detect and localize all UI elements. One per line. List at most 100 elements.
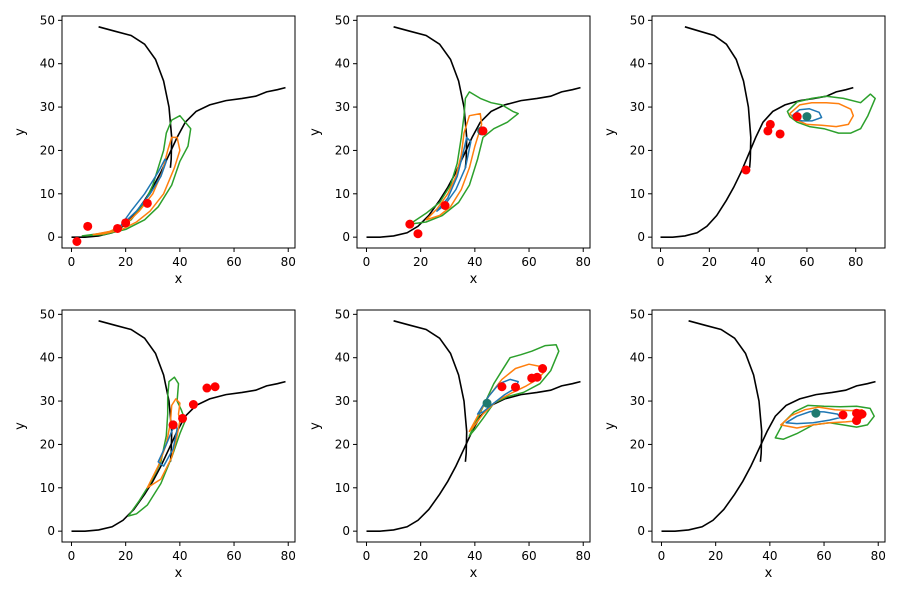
x-tick-label: 60 [521,549,536,563]
sample-point [741,165,751,175]
sample-point [188,400,198,410]
y-tick-label: 10 [630,187,645,201]
center-point [802,112,812,122]
sample-point [792,112,802,122]
y-tick-label: 0 [342,230,350,244]
x-tick-label: 80 [576,549,591,563]
sample-point [857,409,867,419]
sample-point [83,221,93,231]
x-axis-label: x [765,272,773,287]
y-tick-label: 30 [40,394,55,408]
sample-point [121,218,131,228]
x-axis-label: x [470,566,478,581]
y-tick-label: 20 [630,143,645,157]
y-axis-label: y [603,128,618,136]
axes-frame [651,309,886,543]
sample-point [478,126,488,136]
x-tick-label: 0 [658,549,666,563]
x-tick-label: 80 [281,549,296,563]
y-tick-label: 30 [40,100,55,114]
x-tick-label: 80 [281,255,296,269]
road-branch-b [366,380,581,532]
y-axis-label: y [308,128,323,136]
plot-area [660,26,876,238]
x-tick-label: 80 [871,549,886,563]
x-tick-label: 0 [363,549,371,563]
subplot-1: 0 20 40 60 80 0 10 20 30 40 50 x y [13,13,296,287]
x-tick-label: 20 [702,255,717,269]
sample-point [538,364,548,374]
road-branch-a [684,26,752,168]
road-branch-a [98,26,173,168]
y-tick-label: 20 [335,437,350,451]
contour-line [789,101,855,128]
axes-frame [356,309,591,543]
sample-point [178,413,188,423]
x-tick-label: 20 [118,255,133,269]
x-tick-label: 60 [521,255,536,269]
x-tick-label: 0 [657,255,665,269]
x-tick-label: 0 [68,549,76,563]
x-tick-label: 80 [848,255,863,269]
y-axis-label: y [13,422,28,430]
sample-point [405,219,415,229]
y-tick-label: 10 [630,481,645,495]
y-tick-label: 30 [335,394,350,408]
y-axis-label: y [308,422,323,430]
y-tick-label: 40 [335,57,350,71]
x-tick-label: 20 [413,549,428,563]
sample-point [440,201,450,211]
y-tick-label: 40 [630,57,645,71]
x-tick-label: 0 [363,255,371,269]
x-tick-label: 40 [467,255,482,269]
x-tick-label: 80 [576,255,591,269]
x-tick-label: 60 [816,549,831,563]
sample-point [142,198,152,208]
subplot-5: 0 20 40 60 80 0 10 20 30 40 50 x y [308,307,591,581]
y-tick-label: 20 [40,143,55,157]
x-tick-label: 60 [799,255,814,269]
x-tick-label: 40 [172,549,187,563]
x-tick-label: 40 [762,549,777,563]
y-tick-label: 10 [335,481,350,495]
y-tick-label: 20 [630,437,645,451]
x-tick-label: 60 [226,255,241,269]
y-tick-label: 0 [637,230,645,244]
center-point [482,398,492,408]
road-branch-b [71,86,286,238]
subplot-4: 0 20 40 60 80 0 10 20 30 40 50 x y [13,307,296,581]
y-tick-label: 50 [40,307,55,321]
y-tick-label: 10 [335,187,350,201]
plot-area [71,320,286,532]
subplot-3: 0 20 40 60 80 0 10 20 30 40 50 x y [603,13,886,287]
x-tick-label: 20 [708,549,723,563]
y-tick-label: 50 [335,307,350,321]
x-axis-label: x [765,566,773,581]
y-tick-label: 40 [40,351,55,365]
sample-point [168,420,178,430]
axes-frame [61,309,296,543]
plot-area [661,320,876,532]
y-tick-label: 50 [630,13,645,27]
plot-area [366,320,581,532]
x-tick-label: 60 [226,549,241,563]
center-point [811,408,821,418]
y-tick-label: 0 [637,524,645,538]
sample-point [113,223,123,233]
contour-line [409,91,519,225]
contour-line [436,136,472,212]
sample-point [497,382,507,392]
x-tick-label: 0 [68,255,76,269]
y-tick-label: 40 [40,57,55,71]
sample-point [838,410,848,420]
plot-area [71,26,286,246]
y-tick-label: 10 [40,187,55,201]
x-tick-label: 20 [118,549,133,563]
x-axis-label: x [175,272,183,287]
contour-line [81,114,192,237]
y-tick-label: 30 [335,100,350,114]
sample-point [765,119,775,129]
contour-line [146,398,181,489]
subplot-2: 0 20 40 60 80 0 10 20 30 40 50 x y [308,13,591,287]
